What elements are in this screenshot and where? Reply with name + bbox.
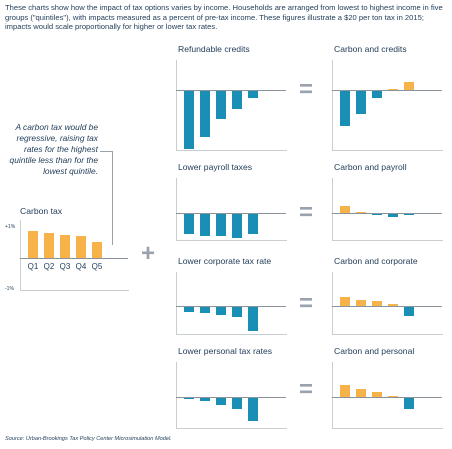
chart-frame [332,60,443,151]
bar-q5 [92,242,102,258]
bar-q2 [356,388,366,397]
chart-frame [332,272,443,335]
chart-frame [332,362,443,429]
intro-text: These charts show how the impact of tax … [5,3,443,32]
equals-operator-3: = [299,290,314,317]
chart-title: Carbon and corporate [334,256,418,266]
y-tick-label: -1% [5,286,14,292]
chart-frame [176,60,287,151]
bar-q1 [184,214,194,234]
bar-q5 [248,398,258,421]
bar-q5 [248,214,258,234]
zero-line [176,306,286,307]
chart-title: Lower corporate tax rate [178,256,272,266]
bar-q2 [356,91,366,114]
zero-line [20,258,128,259]
zero-line [332,306,442,307]
chart-frame [176,178,287,241]
bar-q4 [232,214,242,239]
chart-title: Carbon and personal [334,346,415,356]
chart-frame [20,220,129,291]
bar-q4 [232,307,242,317]
x-tick-label: Q2 [43,262,55,271]
zero-line [332,397,442,398]
chart-title: Carbon and credits [334,44,407,54]
bar-q3 [216,91,226,119]
bar-q5 [404,307,414,316]
zero-line [332,90,442,91]
bar-q3 [60,234,70,258]
chart-title: Refundable credits [178,44,250,54]
note-connector-line [100,151,113,245]
bar-q2 [356,211,366,213]
zero-line [176,213,286,214]
bar-q1 [184,91,194,149]
x-tick-label: Q3 [59,262,71,271]
bar-q4 [388,88,398,90]
source-note: Source: Urban-Brookings Tax Policy Cente… [5,436,172,442]
bar-q5 [404,214,414,216]
chart-frame [176,362,287,429]
bar-q4 [232,398,242,410]
bar-q2 [356,299,366,306]
bar-q1 [340,385,350,397]
bar-q4 [232,91,242,110]
bar-q5 [404,81,414,90]
zero-line [176,397,286,398]
regressive-note: A carbon tax would be regressive, raisin… [9,122,98,176]
x-tick-label: Q5 [91,262,103,271]
chart-title: Lower personal tax rates [178,346,273,356]
bar-q5 [248,307,258,331]
equals-operator-4: = [299,376,314,403]
plus-operator: + [141,240,156,267]
chart-frame [332,178,443,241]
bar-q1 [184,307,194,312]
bar-q1 [28,230,38,258]
chart-title: Carbon tax [20,206,63,216]
bar-q3 [372,91,382,98]
bar-q1 [340,297,350,306]
bar-q2 [200,307,210,314]
bar-q5 [248,91,258,98]
bar-q3 [372,391,382,397]
bar-q4 [388,395,398,397]
bar-q4 [76,236,86,258]
bar-q3 [216,398,226,405]
bar-q2 [44,233,54,258]
zero-line [332,213,442,214]
equals-operator-1: = [299,76,314,103]
bar-q1 [340,206,350,213]
bar-q1 [184,398,194,399]
bar-q4 [388,214,398,218]
zero-line [176,90,286,91]
bar-q4 [388,303,398,306]
bar-q2 [200,91,210,137]
bar-q5 [404,398,414,409]
x-tick-label: Q4 [75,262,87,271]
equals-operator-2: = [299,199,314,226]
x-tick-label: Q1 [27,262,39,271]
bar-q2 [200,398,210,401]
chart-frame [176,272,287,335]
chart-title: Carbon and payroll [334,162,407,172]
bar-q2 [200,214,210,236]
bar-q3 [372,301,382,306]
y-tick-label: +1% [5,224,16,230]
chart-title: Lower payroll taxes [178,162,253,172]
bar-q3 [216,307,226,315]
bar-q3 [216,214,226,236]
bar-q3 [372,214,382,216]
bar-q1 [340,91,350,126]
